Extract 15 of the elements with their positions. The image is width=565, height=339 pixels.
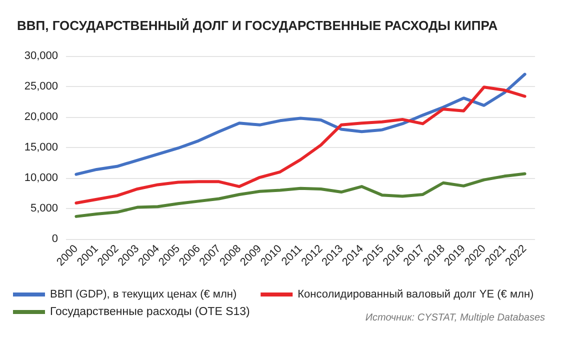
chart-title: ВВП, ГОСУДАРСТВЕННЫЙ ДОЛГ И ГОСУДАРСТВЕННЫЕ РАСХОДЫ КИПРА <box>17 18 498 33</box>
legend-label: Государственные расходы (OTE S13) <box>50 306 250 318</box>
y-tick-label: 20,000 <box>24 111 58 123</box>
line-series <box>74 172 526 218</box>
legend-label: Консолидированный валовый долг YE (€ млн) <box>298 288 534 300</box>
y-tick-label: 15,000 <box>24 142 58 154</box>
y-tick-label: 0 <box>52 233 58 245</box>
line-series <box>74 86 526 205</box>
y-tick-label: 10,000 <box>24 172 58 184</box>
y-tick-label: 5,000 <box>30 202 58 214</box>
y-tick-label: 30,000 <box>24 50 58 62</box>
text: Источник: CYSTAT, Multiple Databases <box>365 312 546 324</box>
line-series <box>74 72 526 176</box>
y-tick-label: 25,000 <box>24 80 58 92</box>
legend-label: ВВП (GDP), в текущих ценах (€ млн) <box>50 288 237 300</box>
